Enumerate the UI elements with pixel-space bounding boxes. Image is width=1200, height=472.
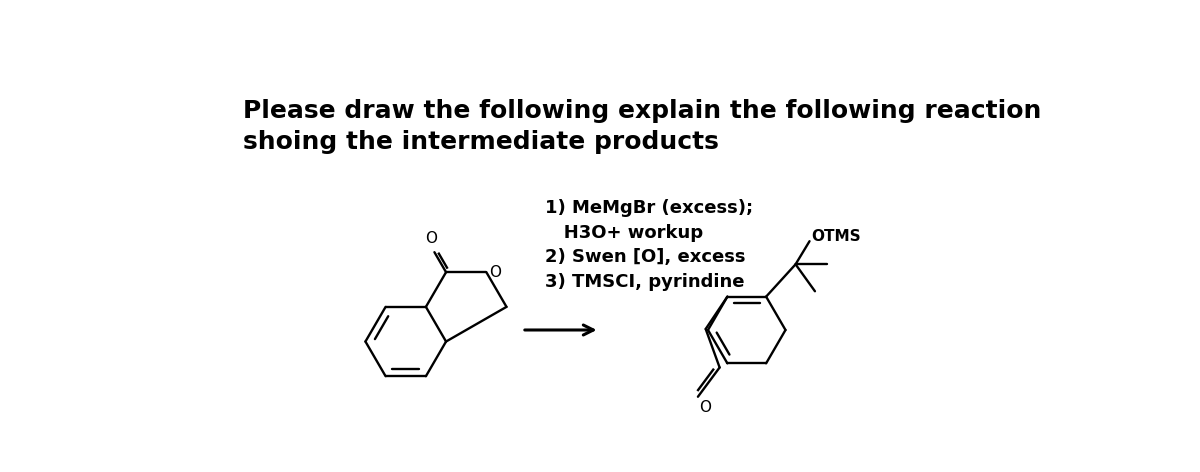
Text: 3) TMSCI, pyrindine: 3) TMSCI, pyrindine: [545, 273, 745, 291]
Text: 2) Swen [O], excess: 2) Swen [O], excess: [545, 248, 745, 266]
Text: O: O: [490, 265, 502, 280]
Text: shoing the intermediate products: shoing the intermediate products: [242, 130, 719, 154]
Text: Please draw the following explain the following reaction: Please draw the following explain the fo…: [242, 99, 1042, 123]
Text: OTMS: OTMS: [811, 229, 860, 244]
Text: H3O+ workup: H3O+ workup: [545, 224, 703, 242]
Text: O: O: [425, 231, 437, 246]
Text: 1) MeMgBr (excess);: 1) MeMgBr (excess);: [545, 199, 754, 217]
Text: O: O: [700, 400, 712, 415]
